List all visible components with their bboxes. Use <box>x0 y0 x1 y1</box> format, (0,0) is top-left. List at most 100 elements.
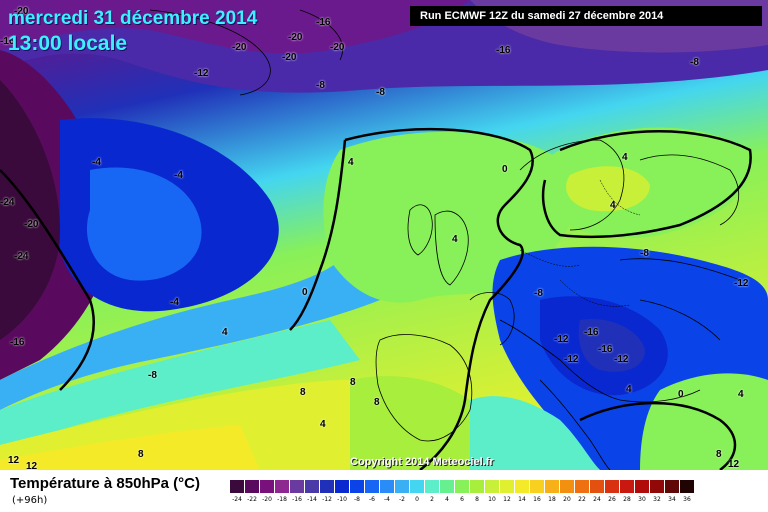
legend-tick: -18 <box>277 496 287 503</box>
legend-swatch <box>425 480 439 493</box>
legend-swatch <box>260 480 274 493</box>
legend-tick: 0 <box>415 496 419 503</box>
legend-tick: -2 <box>399 496 405 503</box>
legend-swatch <box>515 480 529 493</box>
legend-swatch <box>410 480 424 493</box>
contour-label: -16 <box>584 327 599 338</box>
contour-label: -16 <box>598 344 613 355</box>
contour-label: -8 <box>148 370 157 381</box>
contour-label: -20 <box>330 42 345 53</box>
legend-tick: -16 <box>292 496 302 503</box>
legend-tick: 34 <box>668 496 676 503</box>
legend-tick: 2 <box>430 496 434 503</box>
legend-tick: 18 <box>548 496 556 503</box>
legend-tick: 6 <box>460 496 464 503</box>
contour-label: -8 <box>640 248 649 259</box>
legend-swatch <box>665 480 679 493</box>
contour-label: 4 <box>738 389 744 400</box>
contour-label: 4 <box>348 157 354 168</box>
legend-tick: 30 <box>638 496 646 503</box>
parameter-title: Température à 850hPa (°C) <box>10 475 200 492</box>
legend-swatch <box>530 480 544 493</box>
legend-swatch <box>590 480 604 493</box>
legend-tick: -12 <box>322 496 332 503</box>
legend-swatch <box>680 480 694 493</box>
legend-swatch <box>620 480 634 493</box>
legend-swatch <box>635 480 649 493</box>
legend-tick: -24 <box>232 496 242 503</box>
contour-label: -16 <box>496 45 511 56</box>
valid-date: mercredi 31 décembre 2014 <box>8 8 258 29</box>
temperature-map <box>0 0 768 470</box>
contour-label: -4 <box>170 297 179 308</box>
legend-tick: 32 <box>653 496 661 503</box>
contour-label: 0 <box>502 164 508 175</box>
contour-label: -20 <box>14 6 29 17</box>
legend-tick: 16 <box>533 496 541 503</box>
contour-label: -8 <box>534 288 543 299</box>
contour-label: -8 <box>690 57 699 68</box>
contour-label: 4 <box>452 234 458 245</box>
contour-label: -8 <box>316 80 325 91</box>
legend-swatch <box>380 480 394 493</box>
legend-swatch <box>350 480 364 493</box>
contour-label: 8 <box>350 377 356 388</box>
legend-swatch <box>440 480 454 493</box>
legend-swatch <box>650 480 664 493</box>
contour-label: 4 <box>626 384 632 395</box>
contour-label: 12 <box>26 461 38 472</box>
run-info: Run ECMWF 12Z du samedi 27 décembre 2014 <box>410 6 762 26</box>
legend-swatch <box>560 480 574 493</box>
legend-tick: -14 <box>307 496 317 503</box>
legend-tick: -4 <box>384 496 390 503</box>
contour-label: -12 <box>554 334 569 345</box>
legend-swatch <box>290 480 304 493</box>
contour-label: -12 <box>614 354 629 365</box>
legend-tick: 24 <box>593 496 601 503</box>
legend-swatch <box>485 480 499 493</box>
legend-tick: -8 <box>354 496 360 503</box>
legend-tick: -22 <box>247 496 257 503</box>
contour-label: 8 <box>716 449 722 460</box>
legend-swatch <box>455 480 469 493</box>
legend-tick: 22 <box>578 496 586 503</box>
contour-label: -12 <box>734 278 749 289</box>
contour-label: -20 <box>232 42 247 53</box>
legend-swatch <box>395 480 409 493</box>
contour-label: 0 <box>302 287 308 298</box>
legend-swatch <box>320 480 334 493</box>
contour-label: -24 <box>0 197 15 208</box>
legend-tick: 12 <box>503 496 511 503</box>
legend-tick: -6 <box>369 496 375 503</box>
copyright: Copyright 2014 Meteociel.fr <box>350 456 494 468</box>
legend-tick: 10 <box>488 496 496 503</box>
contour-label: 4 <box>320 419 326 430</box>
contour-label: -12 <box>194 68 209 79</box>
legend-tick: -20 <box>262 496 272 503</box>
legend-swatch <box>575 480 589 493</box>
contour-label: 12 <box>728 459 740 470</box>
contour-label: 12 <box>8 455 20 466</box>
legend-swatch <box>365 480 379 493</box>
legend-tick: -10 <box>337 496 347 503</box>
lead-time: (+96h) <box>12 495 48 506</box>
contour-label: -16 <box>0 36 15 47</box>
contour-label: -12 <box>564 354 579 365</box>
legend-tick: 26 <box>608 496 616 503</box>
footer-bar: Température à 850hPa (°C) (+96h) -24 -22-… <box>0 470 768 512</box>
legend-tick: 28 <box>623 496 631 503</box>
legend-swatch <box>230 480 244 493</box>
contour-label: 8 <box>138 449 144 460</box>
contour-label: 0 <box>678 389 684 400</box>
legend-tick: 14 <box>518 496 526 503</box>
contour-label: -20 <box>282 52 297 63</box>
contour-label: 4 <box>222 327 228 338</box>
legend-swatch <box>500 480 514 493</box>
contour-label: -16 <box>316 17 331 28</box>
legend-tick: 36 <box>683 496 691 503</box>
contour-label: -8 <box>376 87 385 98</box>
contour-label: 4 <box>610 200 616 211</box>
legend-swatch <box>245 480 259 493</box>
contour-label: 8 <box>300 387 306 398</box>
legend-swatch <box>275 480 289 493</box>
